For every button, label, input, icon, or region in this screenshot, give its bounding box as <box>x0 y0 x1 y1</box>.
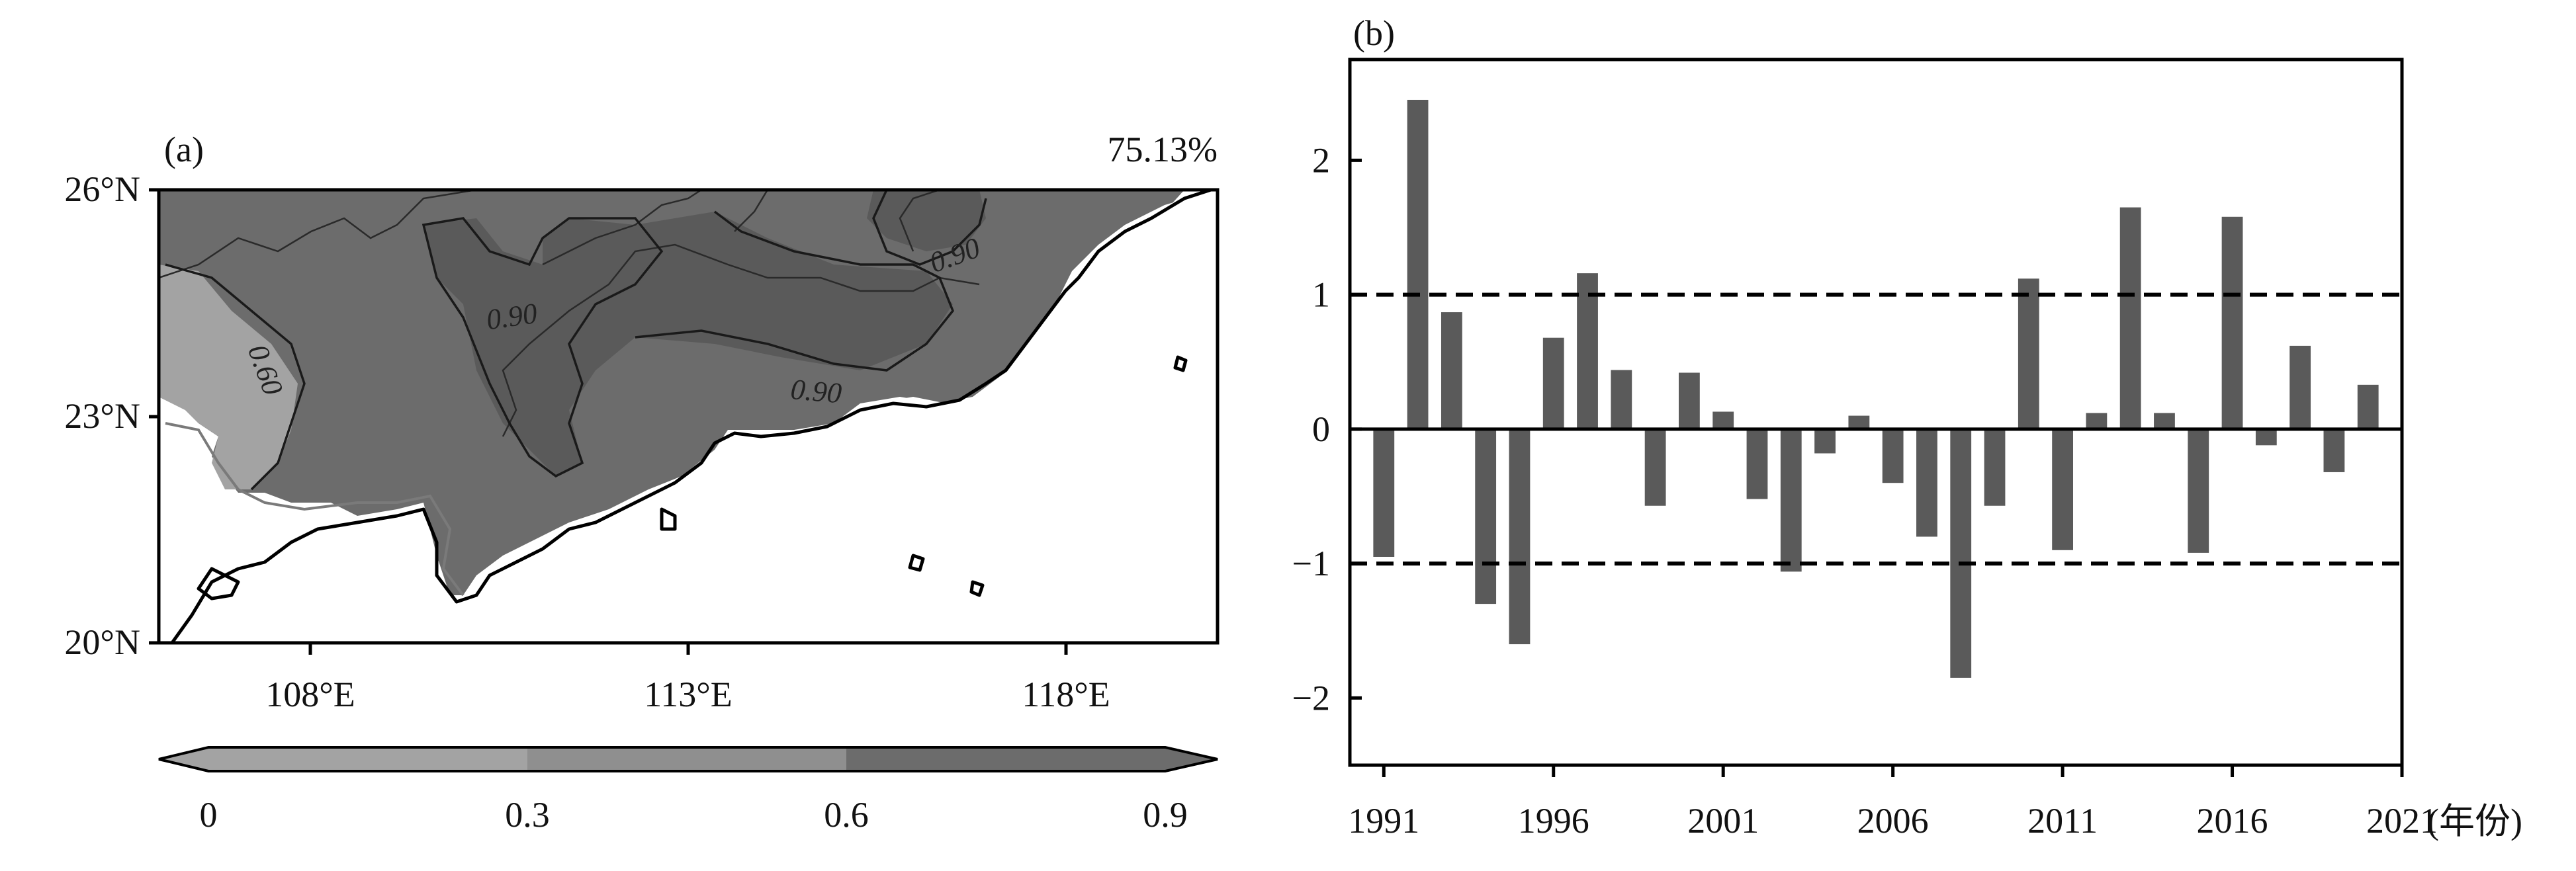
y-tick-label: 0 <box>1312 409 1330 449</box>
bar <box>2119 207 2141 429</box>
bar <box>2357 384 2379 429</box>
bar <box>2188 429 2209 553</box>
lon-tick-label: 113°E <box>644 675 733 714</box>
bar <box>1848 415 1870 429</box>
land-shading-low <box>159 265 298 489</box>
panel-b-label: (b) <box>1353 13 1395 53</box>
island-coast <box>969 580 985 597</box>
contour-0-60 <box>165 263 306 491</box>
bar <box>1644 429 1666 506</box>
bar <box>2154 413 2175 429</box>
province-border <box>542 190 702 266</box>
province-border <box>734 190 769 232</box>
colorbar-tick-label: 0 <box>200 795 218 835</box>
island-coast <box>908 554 925 572</box>
y-tick-label: 1 <box>1312 275 1330 315</box>
colorbar-tick-label: 0.6 <box>824 795 869 835</box>
x-tick-label: 2001 <box>1687 801 1759 841</box>
x-unit-label: (年份) <box>2427 802 2522 841</box>
bar <box>1577 273 1598 429</box>
contour-label: 0.90 <box>789 373 843 410</box>
bar <box>1780 429 1802 572</box>
bar <box>1509 429 1531 645</box>
bar <box>1916 429 1937 537</box>
bar <box>1373 429 1395 557</box>
colorbar-segment <box>208 747 527 771</box>
map-area: 0.60 0.90 0.90 0.90 <box>159 190 1218 643</box>
bar <box>1679 372 1700 429</box>
bar <box>2323 429 2345 472</box>
coastline-inner <box>165 422 465 597</box>
bar <box>1712 411 1734 429</box>
colorbar-extend-low <box>159 747 208 771</box>
bar <box>2086 413 2108 429</box>
lat-tick-label: 20°N <box>64 622 140 662</box>
land-shading-high-ne <box>867 190 986 251</box>
lon-tick-label: 108°E <box>265 675 355 714</box>
contour-0-90-west <box>422 217 664 478</box>
bar <box>1984 429 2006 506</box>
contour-label: 0.90 <box>484 297 539 336</box>
bar <box>2221 216 2243 429</box>
contour-0-90-east <box>635 210 955 372</box>
island-coast <box>660 507 677 531</box>
bar <box>1407 99 1429 429</box>
y-tick-label: 2 <box>1312 140 1330 180</box>
bar-plot <box>1350 99 2402 678</box>
bar <box>1882 429 1904 483</box>
bar <box>1441 312 1462 429</box>
bar <box>1746 429 1768 499</box>
colorbar-extend-high <box>1165 747 1218 771</box>
lat-tick-label: 26°N <box>64 169 140 209</box>
colorbar-tick-label: 0.3 <box>505 795 550 835</box>
coastal-band <box>159 190 1218 643</box>
bar <box>2052 429 2073 550</box>
bar <box>1542 337 1564 429</box>
bar <box>1611 370 1632 429</box>
x-tick-label: 1996 <box>1518 801 1589 841</box>
colorbar: 0 0.3 0.6 0.9 <box>158 746 1218 835</box>
island-coast <box>1173 355 1188 372</box>
colorbar-segment <box>846 747 1165 771</box>
y-tick-label: −1 <box>1292 544 1330 583</box>
bar-axes: 2 1 0 −1 −2 1991 1996 2001 2006 2011 2016 2021 <box>1292 140 2438 841</box>
province-border <box>899 190 940 252</box>
bar <box>1950 429 1972 678</box>
colorbar-segment <box>527 747 846 771</box>
coastline <box>170 190 1212 643</box>
plot-frame <box>1348 58 2404 767</box>
lon-tick-label: 118°E <box>1022 675 1110 714</box>
bar <box>1475 429 1497 604</box>
x-tick-label: 2006 <box>1857 801 1929 841</box>
colorbar-tick-label: 0.9 <box>1143 795 1188 835</box>
x-tick-label: 1991 <box>1348 801 1419 841</box>
island-coast <box>197 567 240 601</box>
x-tick-label: 2011 <box>2027 801 2098 841</box>
province-border <box>502 243 980 437</box>
x-tick-label: 2021 <box>2366 801 2438 841</box>
contour-0-90-ne <box>872 190 987 266</box>
panel-a-percentage: 75.13% <box>1108 130 1218 169</box>
bar <box>1814 429 1836 454</box>
y-tick-label: −2 <box>1292 678 1330 718</box>
panel-a-label: (a) <box>164 130 204 169</box>
x-tick-label: 2016 <box>2197 801 2268 841</box>
bar <box>2289 345 2311 429</box>
lat-tick-label: 23°N <box>64 396 140 436</box>
province-border <box>159 190 477 279</box>
bar <box>2255 429 2277 446</box>
colorbar-outline <box>158 746 1218 772</box>
panel-a: (a) 75.13% 0.6 0 0.90 0.90 <box>64 130 1220 835</box>
bar <box>2018 278 2039 429</box>
